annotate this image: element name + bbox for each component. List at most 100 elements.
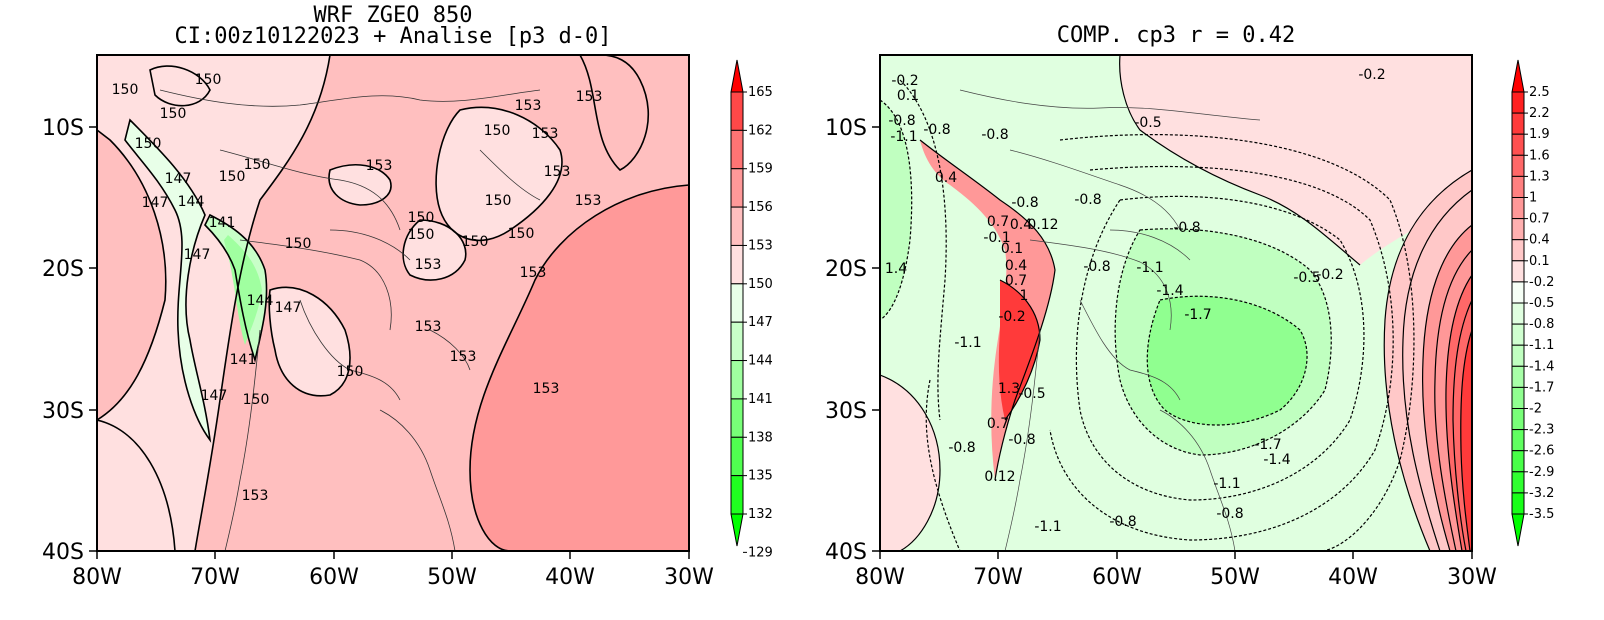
right-y-tick-label: 40S [825,540,867,565]
left-colorbar-label: 156 [748,200,773,215]
right-x-tick-label: 80W [855,565,905,590]
contour-label: 0.4 [1005,258,1027,274]
left-colorbar: 165 162 159 156 153 150 147 144 141 138 135 132 129 [730,59,773,560]
left-colorbar-label: 141 [748,392,773,407]
left-y-axis: 10S 20S 30S 40S [42,116,97,565]
right-colorbar-label: -1.7 [1529,380,1554,395]
right-colorbar-box [1511,450,1525,473]
contour-label: 150 [508,226,535,242]
right-colorbar-box [1511,386,1525,409]
left-colorbar-box [730,360,744,400]
contour-label: 141 [230,352,257,368]
left-x-tick-label: 80W [72,565,122,590]
right-map-field [880,55,1472,551]
left-contour-labels: 150 150 150 150 147 150 150 147 144 141 … [112,72,603,504]
left-colorbar-box [730,206,744,246]
right-colorbar-label: 2.2 [1529,106,1550,121]
contour-label: -0.1 [983,230,1010,246]
left-colorbar-box [730,475,744,515]
right-colorbar-box [1511,175,1525,198]
contour-label: 0.12 [984,469,1015,485]
contour-label: 0.4 [935,170,957,186]
left-colorbar-box [730,91,744,131]
right-colorbar-box [1511,239,1525,262]
contour-label: -0.2 [998,309,1025,325]
right-colorbar-label: -2.3 [1529,423,1554,438]
right-colorbar-box [1511,218,1525,241]
contour-label: -0.5 [1293,270,1320,286]
right-colorbar-label: -0.2 [1529,275,1554,290]
right-colorbar-box [1511,365,1525,388]
right-colorbar-label: -2 [1529,402,1542,417]
left-y-tick-label: 10S [42,116,84,141]
left-colorbar-label: 135 [748,469,773,484]
contour-label: 0.12 [1027,217,1058,233]
right-map-frame [879,54,1473,552]
right-colorbar-label: 1.6 [1529,148,1550,163]
left-y-tick-label: 30S [42,399,84,424]
contour-label: 141 [209,215,236,231]
contour-label: -0.8 [1109,514,1136,530]
contour-label: 153 [576,89,603,105]
right-x-axis: 80W 70W 60W 50W 40W 30W [855,551,1497,590]
contour-label: -0.8 [1011,195,1038,211]
contour-label: -1.7 [1184,307,1211,323]
contour-label: -0.8 [1074,192,1101,208]
left-colorbar-label: 162 [748,123,773,138]
contour-label: 150 [195,72,222,88]
right-x-tick-label: 30W [1447,565,1497,590]
contour-label: 150 [337,364,364,380]
right-colorbar: 2.5 2.2 1.9 1.6 1.3 1 0.7 0.4 0.1 -0.2 -0.5 -0.8 -1.… [1511,59,1554,547]
contour-label: 153 [366,158,393,174]
left-title-line2: CI:00z10122023 + Analise [p3 d-0] [174,24,611,49]
contour-label: 153 [515,98,542,114]
contour-label: -0.2 [891,73,918,89]
right-colorbar-label: 1.3 [1529,169,1550,184]
contour-label: -0.8 [888,113,915,129]
contour-label: 147 [275,300,302,316]
right-colorbar-box [1511,492,1525,515]
left-colorbar-box [730,398,744,438]
contour-label: -1.4 [1263,452,1290,468]
right-contour-labels: -0.2 0.1 -0.8 -1.1 -0.8 -0.8 -0.5 -0.2 0… [885,67,1386,535]
right-colorbar-box [1511,260,1525,283]
left-x-tick-label: 50W [427,565,477,590]
contour-label: -0.2 [1316,267,1343,283]
right-colorbar-label: 2.5 [1529,85,1550,100]
right-colorbar-box [1511,197,1525,220]
contour-label: 150 [485,193,512,209]
left-colorbar-bottom-arrow [730,513,744,547]
right-title: COMP. cp3 r = 0.42 [1057,23,1295,48]
left-colorbar-box [730,129,744,170]
right-colorbar-box [1511,471,1525,494]
contour-label: 153 [415,319,442,335]
contour-label: 1 [1020,288,1029,304]
left-x-tick-label: 40W [545,565,595,590]
left-colorbar-box [730,321,744,362]
right-colorbar-box [1511,133,1525,156]
contour-label: 144 [178,194,205,210]
contour-label: 1.3 [998,381,1020,397]
left-y-tick-label: 20S [42,257,84,282]
left-colorbar-top-arrow [730,59,744,93]
right-colorbar-label: -2.6 [1529,444,1554,459]
left-title-line1: WRF ZGEO 850 [314,3,473,28]
right-x-tick-label: 70W [973,565,1023,590]
contour-label: -1.7 [1254,437,1281,453]
contour-label: -0.8 [1216,506,1243,522]
right-colorbar-bottom-arrow [1511,513,1525,547]
left-colorbar-label: 159 [748,162,773,177]
contour-label: -1.1 [1213,476,1240,492]
contour-label: 153 [242,488,269,504]
right-y-axis: 10S 20S 30S 40S [825,116,880,565]
left-colorbar-box [730,244,744,285]
right-colorbar-label: -1.1 [1529,338,1554,353]
right-colorbar-box [1511,344,1525,367]
contour-label: 0.7 [987,214,1009,230]
contour-label: 150 [285,236,312,252]
contour-label: 147 [165,171,192,187]
contour-label: 150 [408,227,435,243]
contour-label: 150 [244,157,271,173]
left-colorbar-box [730,283,744,323]
contour-label: 147 [184,247,211,263]
